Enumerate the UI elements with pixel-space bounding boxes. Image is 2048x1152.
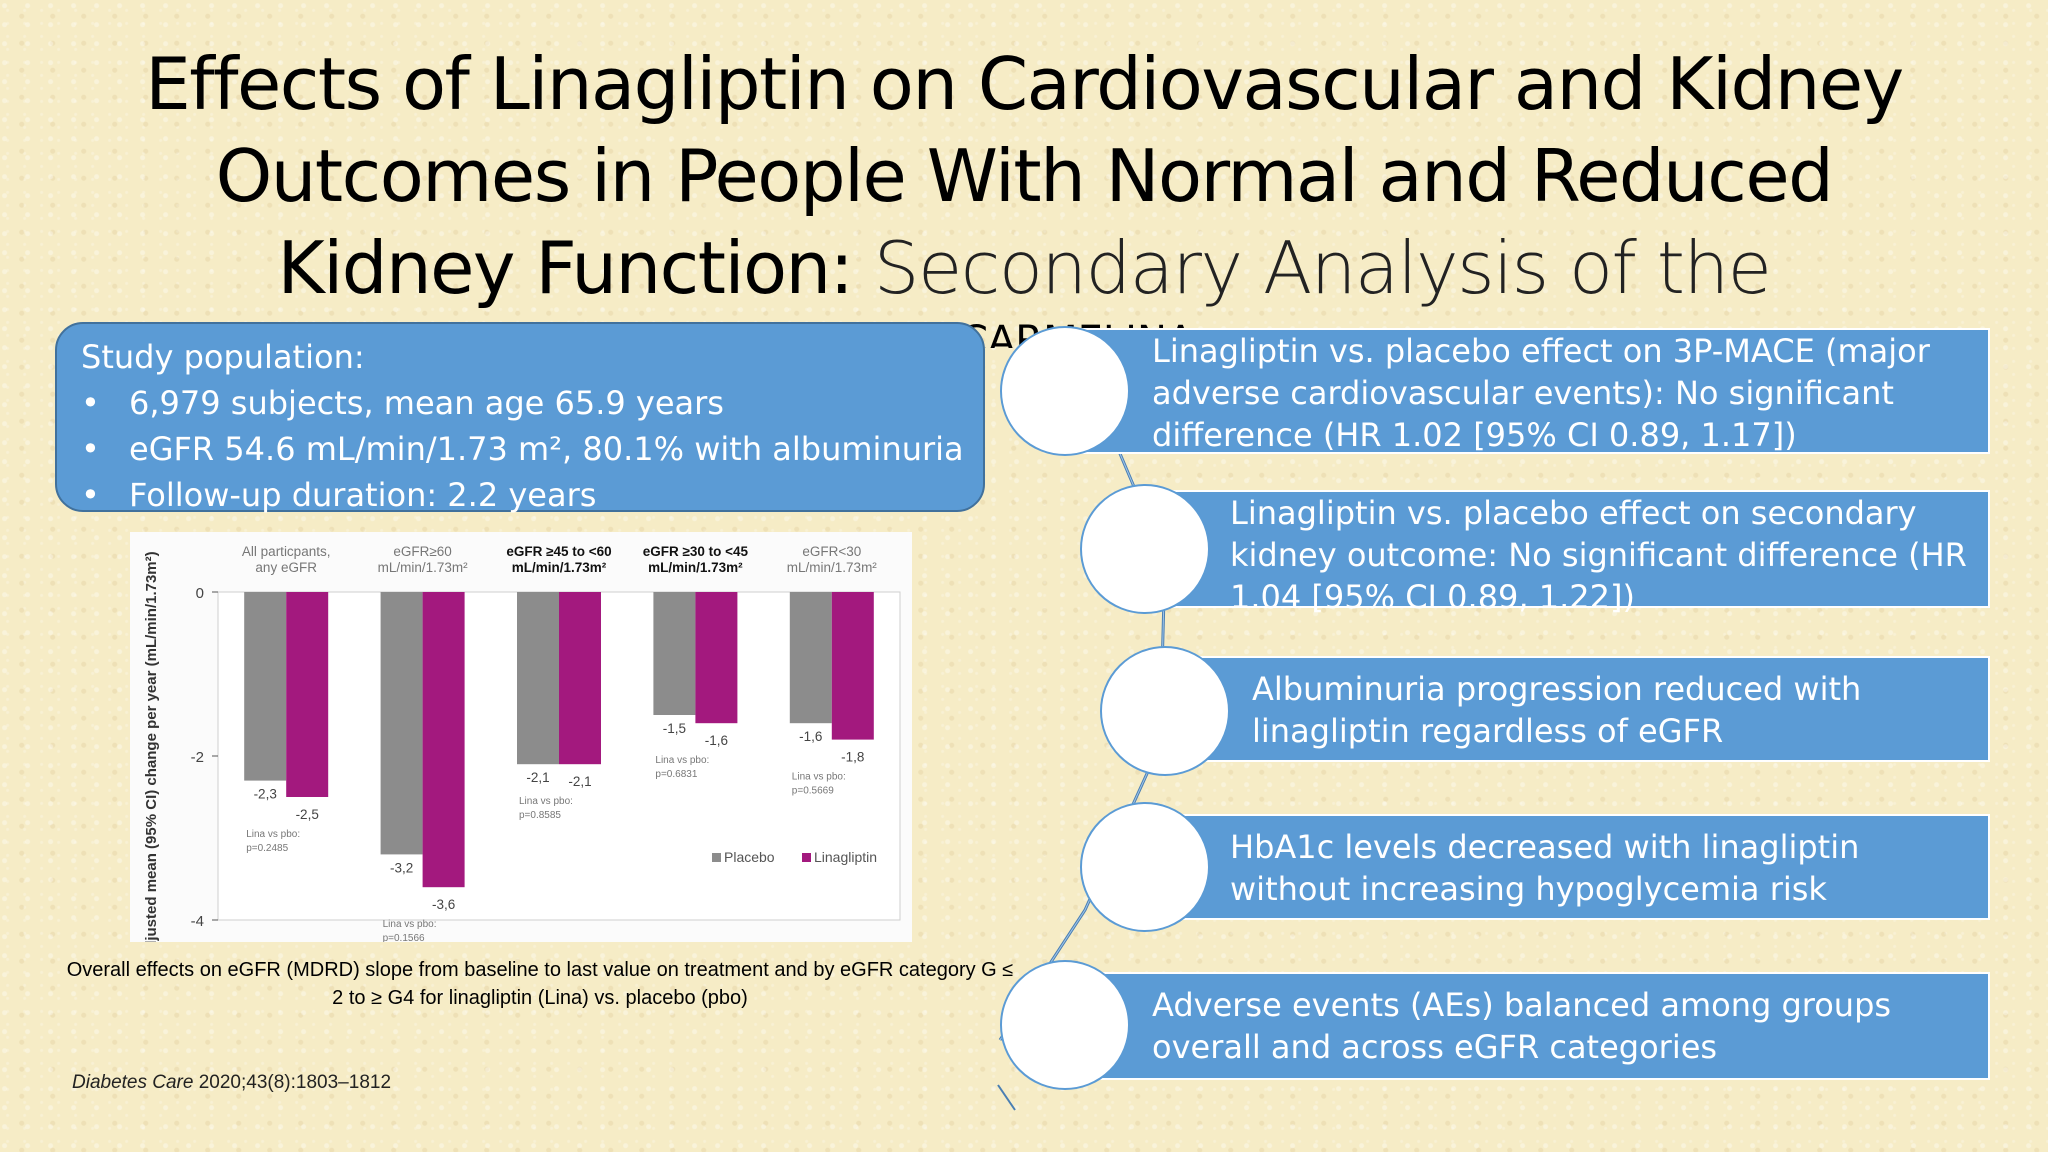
p-value-label: p=0.2485 [246, 843, 288, 854]
p-value-label: Lina vs pbo: [792, 772, 846, 783]
bullet-icon: • [81, 384, 100, 422]
bar-placebo [380, 592, 423, 855]
category-label: All particpants, [242, 544, 331, 559]
p-value-label: p=0.6831 [655, 769, 697, 780]
data-label: -2,5 [296, 807, 319, 822]
bullet-text: Follow-up duration: 2.2 years [129, 476, 597, 514]
legend-label: Placebo [724, 849, 775, 865]
data-label: -3,6 [432, 897, 455, 912]
egfr-slope-chart: 0 -2 -4 Adjusted mean (95% CI) change per y… [130, 532, 912, 961]
legend-swatch [802, 853, 811, 862]
y-tick-label: -2 [191, 749, 204, 766]
list-item: • eGFR 54.6 mL/min/1.73 m², 80.1% with al… [81, 426, 983, 472]
study-population-box: Study population: • 6,979 subjects, mean … [55, 322, 985, 514]
category-label: mL/min/1.73m² [787, 560, 878, 575]
bar-placebo [653, 592, 696, 715]
finding-text: Adverse events (AEs) balanced among grou… [1152, 986, 1892, 1066]
bar-linagliptin [559, 592, 601, 765]
citation-reference: 2020;43(8):1803–1812 [193, 1072, 392, 1093]
category-label: eGFR ≥45 to <60 [506, 544, 611, 559]
chart-caption: Overall effects on eGFR (MDRD) slope fro… [66, 959, 1014, 1009]
y-tick-label: -4 [191, 913, 204, 930]
finding-circle [1000, 326, 1130, 456]
study-population-list: • 6,979 subjects, mean age 65.9 years • eG… [81, 380, 983, 518]
y-axis-label: Adjusted mean (95% CI) change per year (… [143, 551, 160, 942]
bar-linagliptin [695, 592, 738, 724]
citation: Diabetes Care 2020;43(8):1803–1812 [72, 1072, 391, 1094]
legend-swatch [712, 853, 721, 862]
slide-title: Effects of Linagliptin on Cardiovascular… [100, 38, 1948, 314]
study-population-heading: Study population: [81, 338, 365, 376]
bullet-icon: • [81, 476, 100, 514]
category-label: eGFR ≥30 to <45 [643, 544, 749, 559]
p-value-label: p=0.8585 [519, 810, 561, 821]
bar-placebo [517, 592, 559, 765]
finding-circle [1080, 484, 1210, 614]
bar-linagliptin [422, 592, 465, 888]
finding-text: Linagliptin vs. placebo effect on second… [1230, 494, 1967, 616]
category-label: mL/min/1.73m² [648, 560, 743, 575]
citation-journal: Diabetes Care [72, 1072, 194, 1093]
finding-text: HbA1c levels decreased with linagliptin … [1230, 828, 1860, 908]
finding-box-mace: Linagliptin vs. placebo effect on 3P-MAC… [1050, 328, 1990, 454]
data-label: -1,6 [705, 733, 728, 748]
finding-text: Linagliptin vs. placebo effect on 3P-MAC… [1152, 332, 1930, 454]
list-item: • 6,979 subjects, mean age 65.9 years [81, 380, 983, 426]
p-value-label: Lina vs pbo: [383, 919, 437, 930]
p-value-label: p=0.5669 [792, 786, 834, 797]
bar-placebo [244, 592, 287, 781]
finding-box-adverse-events: Adverse events (AEs) balanced among grou… [1050, 972, 1990, 1080]
category-label: eGFR≥60 [393, 544, 451, 559]
bar-linagliptin [831, 592, 874, 740]
finding-box-albuminuria: Albuminuria progression reduced with lin… [1150, 656, 1990, 762]
data-label: -1,6 [799, 729, 822, 744]
title-light: Secondary Analysis of the [852, 226, 1772, 310]
category-label: mL/min/1.73m² [512, 560, 607, 575]
finding-text: Albuminuria progression reduced with lin… [1252, 670, 1862, 750]
finding-circle [1080, 802, 1210, 932]
title-bold: Effects of Linagliptin on Cardiovascular… [145, 42, 1904, 310]
bar-placebo [789, 592, 832, 724]
egfr-slope-chart-svg: 0 -2 -4 Adjusted mean (95% CI) change per y… [143, 544, 901, 961]
data-label: -2,3 [254, 787, 277, 802]
data-label: -2,1 [526, 770, 549, 785]
p-value-label: Lina vs pbo: [655, 755, 709, 766]
category-label: any eGFR [255, 560, 317, 575]
bar-linagliptin [286, 592, 329, 797]
category-label: mL/min/1.73m² [378, 560, 469, 575]
data-label: -1,8 [841, 750, 864, 765]
p-value-label: p=0.1566 [383, 933, 425, 942]
list-item: • Follow-up duration: 2.2 years [81, 472, 983, 518]
finding-circle [1100, 646, 1230, 776]
bullet-icon: • [81, 430, 100, 468]
finding-box-hba1c: HbA1c levels decreased with linagliptin … [1130, 814, 1990, 920]
finding-box-kidney: Linagliptin vs. placebo effect on second… [1130, 490, 1990, 616]
bullet-text: 6,979 subjects, mean age 65.9 years [129, 384, 724, 422]
finding-circle [1000, 960, 1130, 1090]
p-value-label: Lina vs pbo: [519, 796, 573, 807]
p-value-label: Lina vs pbo: [246, 829, 300, 840]
data-label: -2,1 [568, 774, 591, 789]
data-label: -1,5 [663, 721, 686, 736]
bullet-text: eGFR 54.6 mL/min/1.73 m², 80.1% with alb… [129, 430, 964, 468]
data-label: -3,2 [390, 860, 413, 875]
category-label: eGFR<30 [802, 544, 861, 559]
legend-label: Linagliptin [814, 849, 877, 865]
y-tick-label: 0 [196, 585, 204, 602]
